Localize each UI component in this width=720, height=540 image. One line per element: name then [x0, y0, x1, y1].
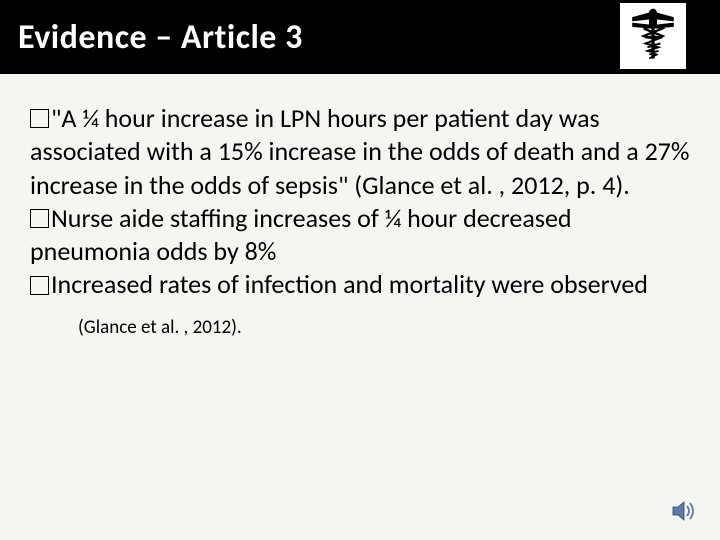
bullet-item: Nurse aide staffing increases of ¼ hour … [30, 202, 690, 269]
speaker-audio-icon[interactable] [670, 498, 696, 524]
caduceus-icon [620, 3, 686, 69]
square-bullet-icon [30, 109, 49, 128]
bullet-text: "A ¼ hour increase in LPN hours per pati… [30, 102, 690, 201]
square-bullet-icon [30, 276, 49, 295]
bullet-list: "A ¼ hour increase in LPN hours per pati… [30, 102, 690, 302]
slide-content: "A ¼ hour increase in LPN hours per pati… [0, 74, 720, 339]
bullet-text: Increased rates of infection and mortali… [51, 268, 648, 300]
bullet-item: "A ¼ hour increase in LPN hours per pati… [30, 102, 690, 202]
citation-text: (Glance et al. , 2012). [78, 316, 690, 339]
bullet-item: Increased rates of infection and mortali… [30, 268, 690, 301]
header-bar: Evidence – Article 3 [0, 0, 720, 74]
square-bullet-icon [30, 209, 49, 228]
page-title: Evidence – Article 3 [18, 17, 303, 58]
bullet-text: Nurse aide staffing increases of ¼ hour … [30, 202, 572, 267]
